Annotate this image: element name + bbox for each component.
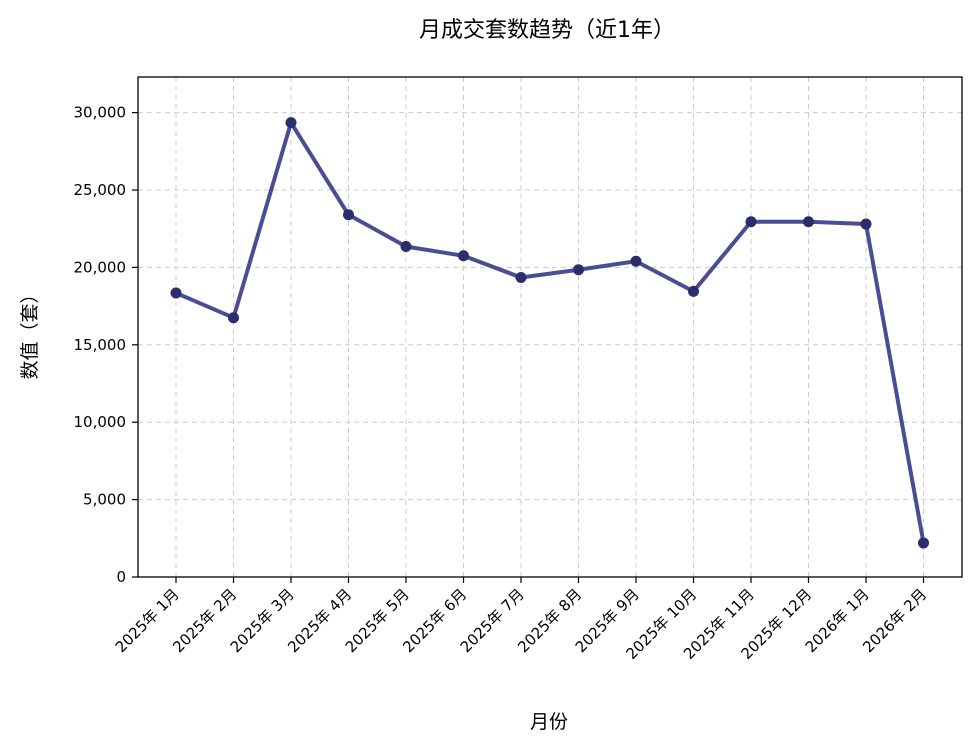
y-tick-label: 20,000 — [74, 258, 127, 276]
data-point[interactable] — [515, 271, 527, 283]
data-point[interactable] — [170, 287, 182, 299]
y-tick-label: 15,000 — [74, 336, 127, 354]
y-tick-label: 25,000 — [74, 181, 127, 199]
plot-area-frame — [137, 76, 963, 578]
data-point[interactable] — [343, 209, 354, 221]
y-tick-label: 10,000 — [74, 413, 127, 431]
data-point[interactable] — [228, 312, 239, 324]
y-tick-label: 0 — [116, 568, 126, 586]
series-line — [174, 120, 926, 545]
data-point[interactable] — [630, 255, 642, 267]
data-point[interactable] — [688, 285, 699, 297]
y-tick-label: 30,000 — [74, 104, 127, 122]
y-tick-label: 5,000 — [83, 491, 126, 509]
data-point[interactable] — [860, 218, 872, 230]
data-point[interactable] — [918, 537, 929, 549]
y-axis: 0 5,000 10,000 15,000 20,000 25,000 30,000 — [74, 104, 138, 586]
chart-title: 月成交套数趋势（近1年） — [419, 18, 675, 43]
data-point[interactable] — [745, 216, 757, 228]
data-point[interactable] — [573, 264, 584, 276]
grid — [138, 77, 962, 578]
data-point[interactable] — [803, 216, 814, 228]
series-layer — [170, 117, 929, 549]
data-point[interactable] — [458, 250, 469, 262]
data-point[interactable] — [285, 117, 297, 129]
data-point[interactable] — [400, 241, 412, 253]
x-axis-title: 月份 — [530, 711, 568, 733]
y-axis-title: 数值（套） — [19, 284, 41, 379]
